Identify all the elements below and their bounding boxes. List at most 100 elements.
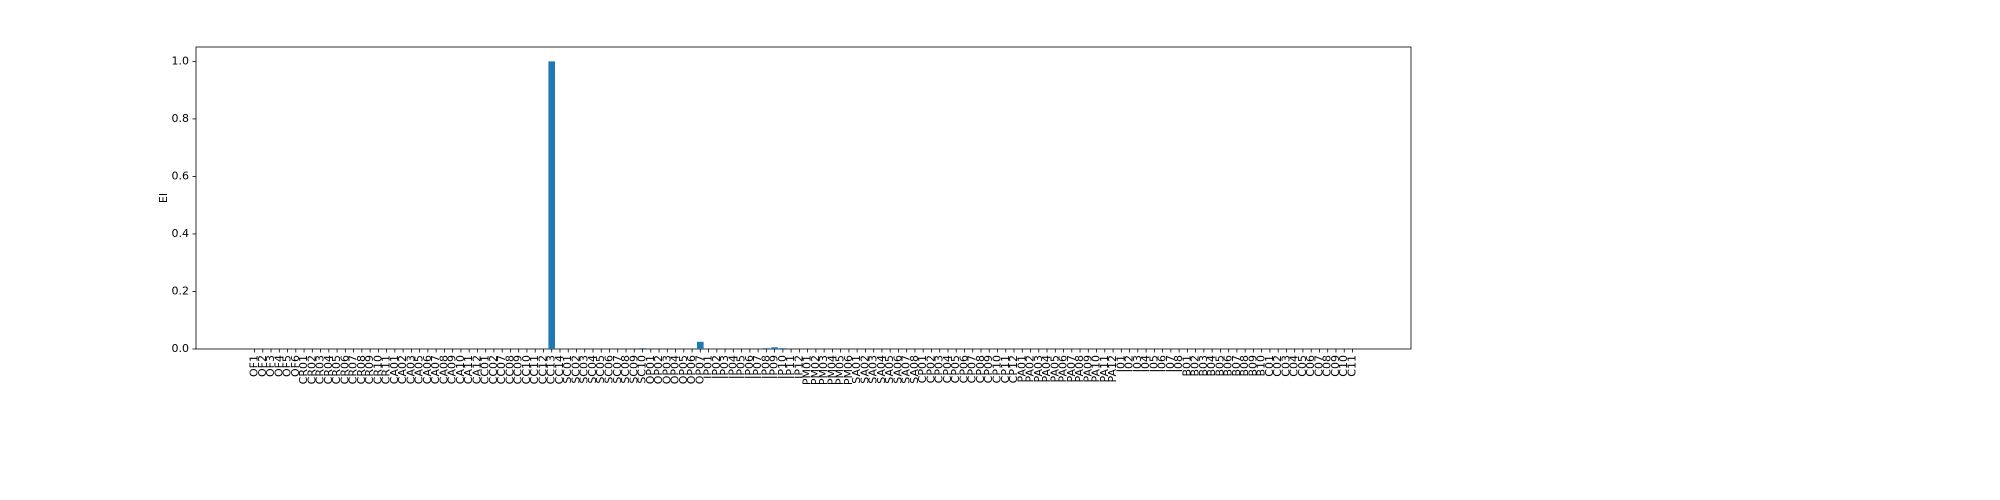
x-tick-label: CR08 xyxy=(355,355,368,384)
x-tick-label: IP01 xyxy=(702,355,715,379)
x-tick-label: OP03 xyxy=(660,355,673,384)
x-tick-label: CP07 xyxy=(966,355,979,383)
x-tick-label: C11 xyxy=(1345,355,1358,377)
x-tick-label: CP05 xyxy=(949,355,962,383)
x-tick-label: CP12 xyxy=(1007,355,1020,383)
y-tick-label: 0.2 xyxy=(172,284,190,297)
x-tick-label: IP09 xyxy=(768,355,781,379)
x-tick-label: PA06 xyxy=(1057,355,1070,382)
x-tick-label: SA04 xyxy=(875,355,888,384)
x-tick-label: PA04 xyxy=(1040,355,1053,382)
x-tick-label: B01 xyxy=(1180,355,1193,377)
x-tick-label: C10 xyxy=(1337,355,1350,377)
x-tick-label: CP11 xyxy=(999,355,1012,383)
x-tick-label: OF1 xyxy=(248,355,261,377)
x-tick-label: I01 xyxy=(1114,355,1127,372)
x-tick-label: CP03 xyxy=(933,355,946,383)
bar xyxy=(763,348,770,349)
axes-frame xyxy=(195,46,1412,350)
x-tick-label: CC11 xyxy=(528,355,541,384)
x-tick-label: PA01 xyxy=(1015,355,1028,382)
x-tick-label: OF4 xyxy=(272,355,285,377)
bar xyxy=(639,348,646,349)
x-tick-label: SC07 xyxy=(611,355,624,384)
x-tick-label: CC10 xyxy=(520,355,533,384)
x-tick-label: CC14 xyxy=(553,355,566,384)
x-tick-label: CR10 xyxy=(371,355,384,384)
x-tick-label: B05 xyxy=(1213,355,1226,377)
x-tick-label: B07 xyxy=(1230,355,1243,377)
x-tick-label: IP05 xyxy=(735,355,748,379)
x-tick-label: SA01 xyxy=(850,355,863,384)
x-tick-label: B02 xyxy=(1189,355,1202,377)
x-tick-label: IP11 xyxy=(784,355,797,379)
x-tick-label: OF3 xyxy=(264,355,277,377)
x-tick-label: CA06 xyxy=(421,355,434,384)
x-tick-label: C07 xyxy=(1312,355,1325,377)
x-tick-label: SA03 xyxy=(867,355,880,384)
bar xyxy=(771,347,778,349)
x-tick-label: PM05 xyxy=(834,355,847,385)
x-tick-label: OF5 xyxy=(281,355,294,377)
x-tick-label: SC03 xyxy=(578,355,591,384)
x-tick-label: OF2 xyxy=(256,355,269,377)
x-tick-label: SC04 xyxy=(586,355,599,384)
x-tick-label: C01 xyxy=(1263,355,1276,377)
x-tick-label: C06 xyxy=(1304,355,1317,377)
bar xyxy=(548,61,556,349)
x-tick-label: OP01 xyxy=(644,355,657,384)
x-tick-label: CA01 xyxy=(388,355,401,384)
bar xyxy=(779,348,787,349)
x-tick-label: CP01 xyxy=(916,355,929,383)
x-tick-label: B08 xyxy=(1238,355,1251,377)
y-tick-label: 0.6 xyxy=(172,169,190,182)
x-tick-label: CA11 xyxy=(462,355,475,384)
x-tick-label: I04 xyxy=(1139,355,1152,372)
x-tick-label: IP12 xyxy=(792,355,805,379)
x-tick-label: CA07 xyxy=(429,355,442,384)
x-tick-label: B04 xyxy=(1205,355,1218,377)
x-tick-label: SC02 xyxy=(569,355,582,384)
x-tick-label: PA08 xyxy=(1073,355,1086,382)
x-tick-label: CR07 xyxy=(347,355,360,384)
x-tick-label: C09 xyxy=(1329,355,1342,377)
x-tick-label: PM03 xyxy=(817,355,830,385)
x-tick-label: PA10 xyxy=(1090,355,1103,382)
x-tick-label: I03 xyxy=(1131,355,1144,372)
x-tick-label: C02 xyxy=(1271,355,1284,377)
x-tick-label: CC13 xyxy=(545,355,558,384)
x-tick-label: B09 xyxy=(1246,355,1259,377)
x-tick-label: CP09 xyxy=(982,355,995,383)
x-tick-label: PA05 xyxy=(1048,355,1061,382)
x-tick-label: CR01 xyxy=(297,355,310,384)
x-tick-label: CP06 xyxy=(957,355,970,383)
x-tick-label: IP08 xyxy=(759,355,772,379)
x-tick-label: IP03 xyxy=(718,355,731,379)
x-tick-label: SA08 xyxy=(908,355,921,384)
x-tick-label: CA08 xyxy=(437,355,450,384)
x-tick-label: PM01 xyxy=(801,355,814,385)
x-tick-label: SC06 xyxy=(603,355,616,384)
x-tick-label: OP04 xyxy=(669,355,682,384)
x-tick-label: SC08 xyxy=(619,355,632,384)
y-tick-label: 0.4 xyxy=(172,227,190,240)
y-axis-label: EI xyxy=(157,193,170,203)
x-tick-label: SA06 xyxy=(891,355,904,384)
x-tick-label: CC12 xyxy=(536,355,549,384)
x-tick-label: CR06 xyxy=(338,355,351,384)
x-tick-label: SA02 xyxy=(858,355,871,384)
x-tick-label: PA07 xyxy=(1065,355,1078,382)
x-tick-label: I06 xyxy=(1156,355,1169,372)
x-tick-label: IP02 xyxy=(710,355,723,379)
x-tick-label: PA09 xyxy=(1081,355,1094,382)
x-tick-label: CA09 xyxy=(446,355,459,384)
x-tick-label: CA02 xyxy=(396,355,409,384)
x-tick-label: C05 xyxy=(1296,355,1309,377)
x-tick-label: IP04 xyxy=(726,355,739,379)
x-tick-label: SA05 xyxy=(883,355,896,384)
x-tick-label: SC10 xyxy=(636,355,649,384)
x-tick-label: CA10 xyxy=(454,355,467,384)
x-tick-label: SC01 xyxy=(561,355,574,384)
x-tick-label: CR11 xyxy=(380,355,393,384)
